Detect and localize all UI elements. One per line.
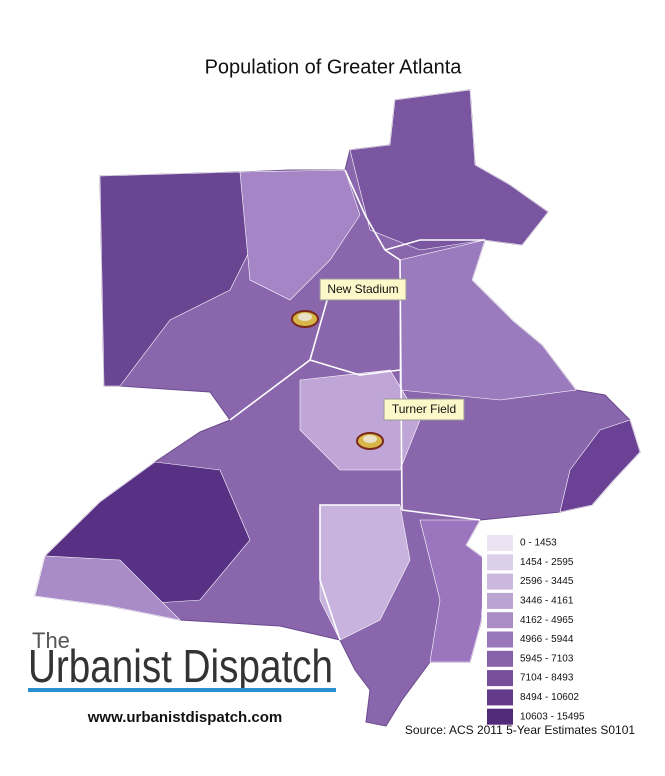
stadium-icon	[291, 310, 319, 328]
county-border	[319, 504, 400, 641]
legend-swatch	[487, 689, 513, 706]
legend-label: 5945 - 7103	[520, 653, 574, 664]
legend-label: 8494 - 10602	[520, 692, 579, 703]
legend-swatch	[487, 612, 513, 629]
region	[419, 519, 487, 663]
legend-swatch	[487, 708, 513, 725]
legend: 0 - 1453 1454 - 2595 2596 - 3445 3446 - 416…	[487, 535, 585, 725]
map	[34, 89, 641, 727]
county-border	[309, 359, 401, 376]
legend-label: 10603 - 15495	[520, 711, 585, 722]
region	[399, 239, 577, 401]
legend-swatch	[487, 554, 513, 571]
legend-label: 4162 - 4965	[520, 615, 574, 626]
legend-label: 4966 - 5944	[520, 634, 574, 645]
legend-swatch	[487, 631, 513, 648]
legend-swatch	[487, 670, 513, 687]
source-note: Source: ACS 2011 5-Year Estimates S0101	[405, 723, 635, 737]
label-box	[383, 398, 465, 421]
legend-swatch	[487, 535, 513, 551]
legend-label: 0 - 1453	[520, 538, 557, 549]
region	[34, 555, 181, 621]
logo-underline	[28, 688, 336, 692]
region	[299, 369, 421, 471]
region	[349, 89, 549, 251]
logo-url: www.urbanistdispatch.com	[87, 709, 282, 726]
legend-label: 1454 - 2595	[520, 557, 574, 568]
legend-swatch	[487, 650, 513, 667]
logo-name: Urbanist Dispatch	[28, 640, 333, 692]
county-border	[384, 239, 485, 251]
label-box	[319, 278, 407, 301]
county-border	[401, 509, 481, 521]
place-label: New Stadium	[327, 282, 398, 296]
logo-small: The	[32, 628, 70, 653]
stadium-icon	[356, 432, 384, 450]
legend-swatch	[487, 592, 513, 609]
region	[559, 419, 641, 513]
legend-label: 3446 - 4161	[520, 596, 574, 607]
legend-label: 7104 - 8493	[520, 673, 574, 684]
map-title: Population of Greater Atlanta	[205, 56, 463, 78]
legend-swatch	[487, 573, 513, 590]
legend-label: 2596 - 3445	[520, 576, 574, 587]
place-label: Turner Field	[392, 402, 456, 416]
